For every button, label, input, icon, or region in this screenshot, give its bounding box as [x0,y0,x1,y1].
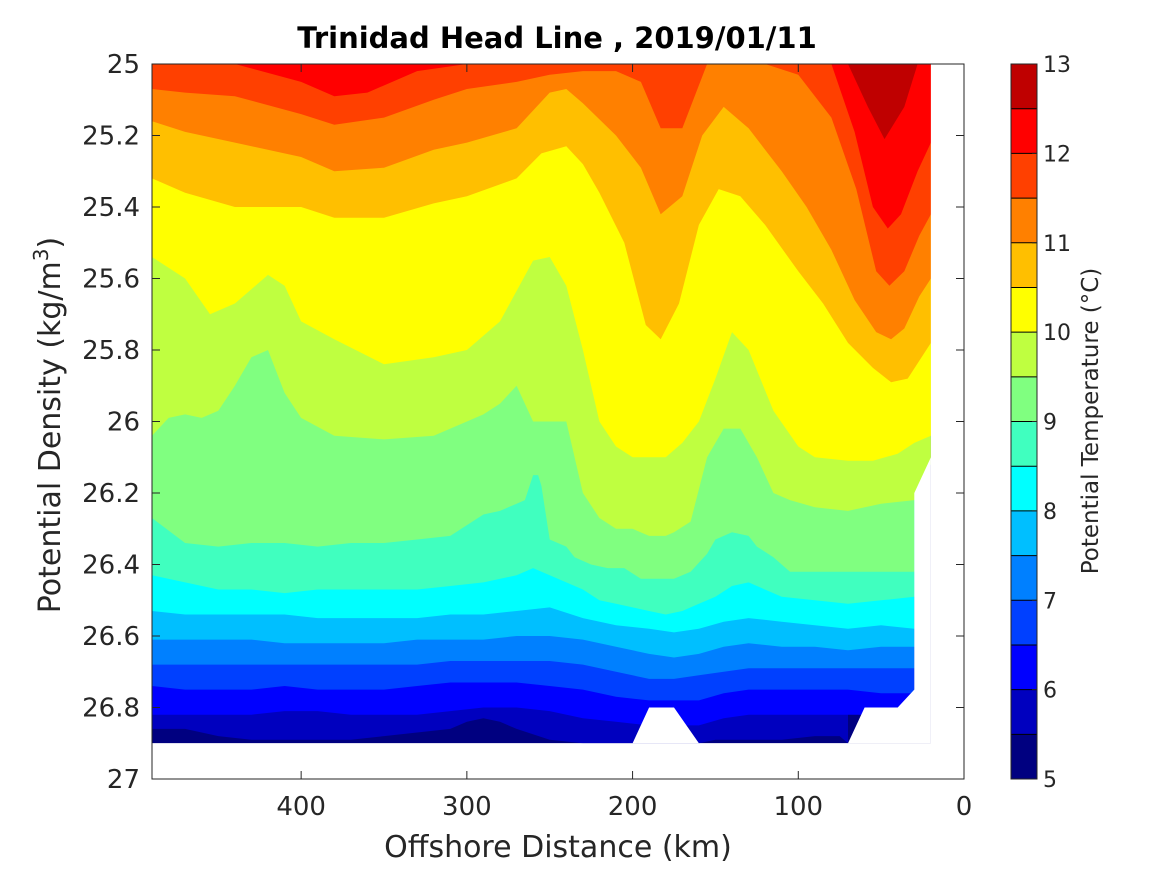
colorbar-band [1011,421,1037,467]
colorbar-tick-label: 11 [1043,232,1071,257]
contour-band-12 [152,64,931,229]
colorbar-band [1011,510,1037,556]
x-tick-label: 0 [956,792,973,822]
x-tick-label: 100 [773,792,823,822]
y-tick-label: 25.2 [82,122,140,152]
y-tick-label: 25 [107,50,140,80]
colorbar-band [1011,689,1037,735]
colorbar-band [1011,600,1037,645]
x-axis-ticks: 400 300 200 100 0 [276,64,972,822]
colorbar-band [1011,644,1037,690]
nodata-mask-gap [632,707,699,744]
colorbar-tick-label: 8 [1043,500,1057,525]
y-axis-label-superscript: 3 [29,248,53,261]
y-tick-label: 25.8 [82,336,140,366]
colorbar-band [1011,198,1037,243]
contour-band-12.5 [848,64,918,140]
y-tick-label: 26 [107,408,140,438]
y-tick-label: 26.2 [82,479,140,509]
contour-band-11 [152,64,931,340]
y-axis-label-suffix: ) [33,237,68,249]
nodata-mask-right-lower [848,457,931,744]
y-axis-label-prefix: Potential Density (kg/m [33,261,68,613]
colorbar-tick-label: 7 [1043,589,1057,614]
colorbar-label: Potential Temperature (°C) [1078,268,1104,575]
colorbar-band [1011,734,1037,779]
x-tick-label: 300 [442,792,492,822]
nodata-mask-right [930,64,964,779]
colorbar-tick-label: 12 [1043,142,1071,167]
y-axis-ticks: 25 25.2 25.4 25.6 25.8 26 26.2 26.4 26.6 26.8 27 [82,50,964,795]
y-tick-label: 25.6 [82,265,140,295]
contour-layer [152,64,964,779]
x-tick-label: 200 [608,792,658,822]
chart-title: Trinidad Head Line , 2019/01/11 [297,21,817,55]
colorbar [1011,64,1037,779]
colorbar-band [1011,466,1037,511]
colorbar-band [1011,287,1037,333]
x-axis-label: Offshore Distance (km) [384,830,732,865]
colorbar-band [1011,242,1037,288]
colorbar-tick-label: 9 [1043,411,1057,436]
colorbar-tick-label: 13 [1043,53,1071,78]
colorbar-band [1011,153,1037,199]
nodata-mask-bottom [152,743,964,779]
y-axis-label: Potential Density (kg/m3) [29,237,68,613]
y-tick-label: 25.4 [82,193,140,223]
x-tick-label: 400 [276,792,326,822]
y-tick-label: 26.4 [82,551,140,581]
colorbar-band [1011,108,1037,154]
colorbar-tick-label: 10 [1043,321,1071,346]
y-tick-label: 26.8 [82,694,140,724]
colorbar-band [1011,555,1037,601]
colorbar-band [1011,376,1037,422]
colorbar-band [1011,332,1037,377]
colorbar-tick-label: 5 [1043,768,1057,793]
colorbar-tick-label: 6 [1043,679,1057,704]
colorbar-band [1011,64,1037,109]
contour-band-11.5 [152,64,931,286]
y-tick-label: 26.6 [82,622,140,652]
y-tick-label: 27 [107,765,140,795]
colorbar-ticks: 5 6 7 8 9 10 11 12 13 [1032,53,1071,793]
